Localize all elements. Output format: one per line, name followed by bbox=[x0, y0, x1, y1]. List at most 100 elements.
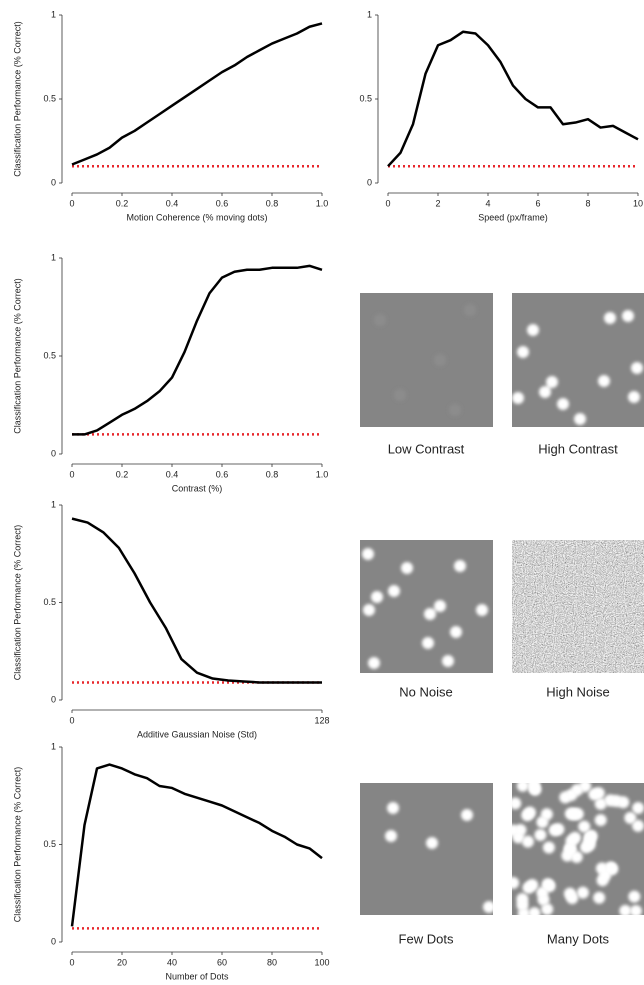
image-caption: Many Dots bbox=[547, 931, 610, 946]
x-tick-label: 0 bbox=[69, 198, 74, 208]
example-image bbox=[512, 540, 644, 673]
dot bbox=[536, 816, 549, 829]
y-tick-label: 0 bbox=[51, 694, 56, 704]
dot bbox=[566, 892, 579, 905]
dot bbox=[594, 814, 607, 827]
y-tick-label: 1 bbox=[51, 252, 56, 262]
x-axis-label: Motion Coherence (% moving dots) bbox=[126, 212, 267, 222]
image-caption: Low Contrast bbox=[388, 441, 465, 456]
line-series bbox=[72, 264, 323, 436]
example-image bbox=[360, 540, 493, 673]
x-tick-label: 0.2 bbox=[116, 469, 129, 479]
x-axis-label: Contrast (%) bbox=[172, 483, 223, 493]
dot bbox=[628, 890, 641, 903]
line-series bbox=[71, 517, 322, 684]
dot bbox=[578, 820, 591, 833]
x-tick-label: 0.6 bbox=[216, 469, 229, 479]
x-tick-label: 6 bbox=[535, 198, 540, 208]
dot bbox=[576, 886, 589, 899]
image-caption: Few Dots bbox=[399, 931, 454, 946]
x-tick-label: 4 bbox=[485, 198, 490, 208]
x-tick-label: 8 bbox=[585, 198, 590, 208]
dot bbox=[583, 838, 596, 851]
y-tick-label: 1 bbox=[51, 9, 56, 19]
y-tick-label: 0 bbox=[51, 177, 56, 187]
x-tick-label: 2 bbox=[435, 198, 440, 208]
y-axis-label: Classification Performance (% Correct) bbox=[12, 278, 22, 434]
dot bbox=[593, 891, 606, 904]
x-tick-label: 80 bbox=[267, 957, 277, 967]
x-tick-label: 0.2 bbox=[116, 198, 129, 208]
dot bbox=[588, 788, 601, 801]
x-tick-label: 20 bbox=[117, 957, 127, 967]
x-tick-label: 0.4 bbox=[166, 198, 179, 208]
x-tick-label: 0 bbox=[69, 715, 74, 725]
example-image bbox=[512, 293, 644, 427]
example-image bbox=[512, 783, 644, 915]
x-tick-label: 1.0 bbox=[316, 198, 329, 208]
y-tick-label: 0.5 bbox=[43, 350, 56, 360]
y-axis-label: Classification Performance (% Correct) bbox=[12, 21, 22, 177]
y-axis-label: Classification Performance (% Correct) bbox=[12, 767, 22, 923]
y-tick-label: 0.5 bbox=[43, 839, 56, 849]
x-axis-label: Number of Dots bbox=[165, 971, 229, 981]
y-tick-label: 0 bbox=[51, 936, 56, 946]
x-tick-label: 1.0 bbox=[316, 469, 329, 479]
x-tick-label: 128 bbox=[314, 715, 329, 725]
dot bbox=[542, 841, 555, 854]
dot bbox=[534, 828, 547, 841]
x-axis-label: Additive Gaussian Noise (Std) bbox=[137, 729, 257, 739]
dot bbox=[594, 797, 607, 810]
line-series bbox=[70, 763, 323, 927]
x-tick-label: 0.6 bbox=[216, 198, 229, 208]
x-tick-label: 60 bbox=[217, 957, 227, 967]
image-caption: No Noise bbox=[399, 684, 452, 699]
dot bbox=[523, 806, 536, 819]
example-image bbox=[360, 293, 493, 427]
dot bbox=[536, 886, 549, 899]
y-axis-label: Classification Performance (% Correct) bbox=[12, 525, 22, 681]
image-caption: High Noise bbox=[546, 684, 610, 699]
dot bbox=[610, 795, 623, 808]
dot bbox=[521, 835, 534, 848]
x-tick-label: 0.8 bbox=[266, 198, 279, 208]
dot bbox=[512, 797, 522, 810]
dot bbox=[629, 905, 642, 915]
dot bbox=[599, 869, 612, 882]
dot bbox=[632, 819, 644, 832]
x-tick-label: 0 bbox=[69, 957, 74, 967]
x-tick-label: 100 bbox=[314, 957, 329, 967]
dot bbox=[516, 783, 529, 792]
y-tick-label: 0.5 bbox=[43, 93, 56, 103]
dot bbox=[548, 824, 561, 837]
y-tick-label: 0.5 bbox=[359, 93, 372, 103]
y-tick-label: 0 bbox=[367, 177, 372, 187]
y-tick-label: 1 bbox=[367, 9, 372, 19]
x-tick-label: 0 bbox=[385, 198, 390, 208]
y-tick-label: 0.5 bbox=[43, 597, 56, 607]
image-caption: High Contrast bbox=[538, 441, 618, 456]
line-series bbox=[71, 22, 323, 166]
dot bbox=[512, 876, 520, 889]
line-series bbox=[387, 30, 639, 168]
dot bbox=[632, 801, 644, 814]
x-tick-label: 0 bbox=[69, 469, 74, 479]
dot bbox=[541, 903, 554, 915]
dot bbox=[517, 907, 530, 915]
y-tick-label: 1 bbox=[51, 741, 56, 751]
dot bbox=[514, 823, 527, 836]
x-axis-label: Speed (px/frame) bbox=[478, 212, 548, 222]
x-tick-label: 40 bbox=[167, 957, 177, 967]
dot bbox=[571, 783, 584, 796]
dot bbox=[568, 808, 581, 821]
dot bbox=[522, 881, 535, 894]
dot bbox=[624, 811, 637, 824]
x-tick-label: 10 bbox=[633, 198, 643, 208]
y-tick-label: 0 bbox=[51, 448, 56, 458]
example-image bbox=[360, 783, 495, 915]
dot bbox=[559, 791, 572, 804]
x-tick-label: 0.8 bbox=[266, 469, 279, 479]
y-tick-label: 1 bbox=[51, 499, 56, 509]
dot bbox=[527, 783, 540, 790]
